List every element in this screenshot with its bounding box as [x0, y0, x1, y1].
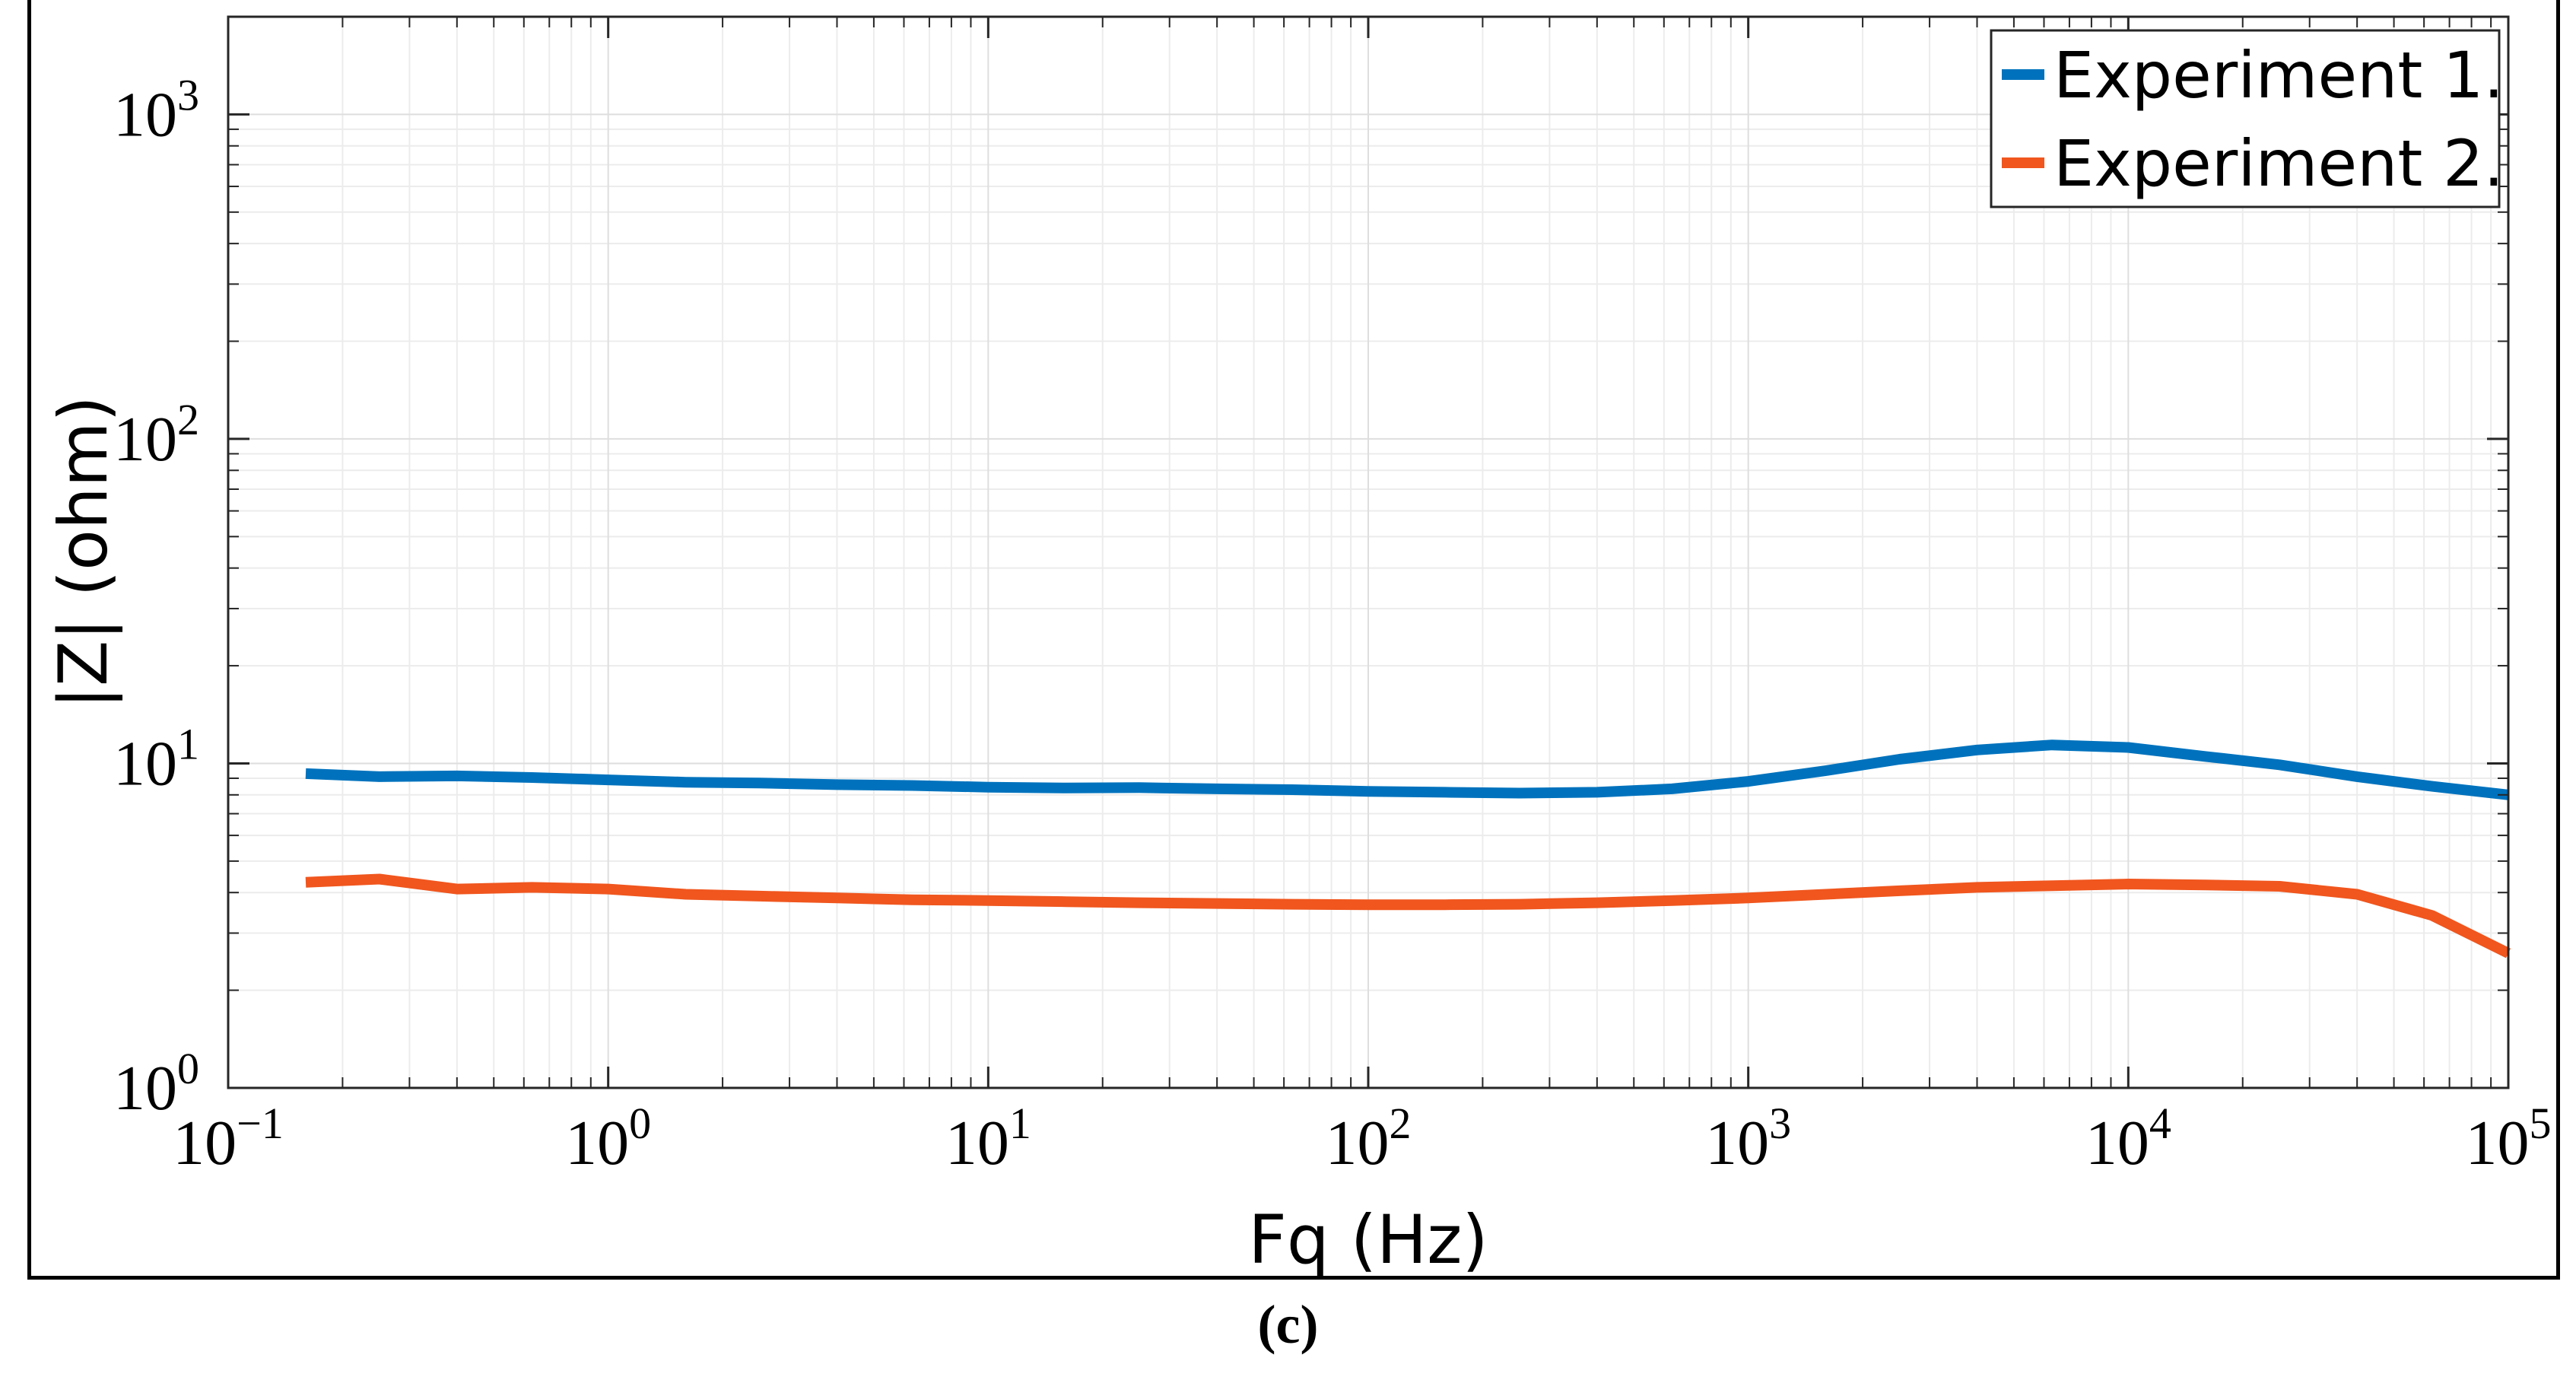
- y-tick-labels: 100 101 102 103: [113, 70, 199, 1124]
- y-tick-label: 103: [113, 70, 199, 150]
- series-line-experiment-2: [305, 873, 2511, 959]
- figure-caption: (c): [0, 1293, 2576, 1356]
- y-tick-label: 102: [113, 395, 199, 475]
- ticks-layer: [227, 16, 2510, 1089]
- x-tick-label: 10−1: [173, 1099, 284, 1178]
- x-tick-labels: 10−1 100 101 102 103 104 105: [173, 1099, 2551, 1178]
- chart-frame: [27, 0, 2560, 1280]
- x-tick-label: 103: [1705, 1099, 1791, 1178]
- x-tick-label: 100: [565, 1099, 651, 1178]
- series-layer: [305, 739, 2511, 959]
- x-tick-label: 101: [945, 1099, 1031, 1178]
- x-tick-label: 102: [1326, 1099, 1412, 1178]
- y-tick-label: 100: [113, 1044, 199, 1124]
- x-axis-label: Fq (Hz): [1248, 1201, 1488, 1279]
- x-tick-label: 104: [2085, 1099, 2171, 1178]
- caption-text: (c): [1257, 1294, 1319, 1355]
- y-tick-label: 101: [113, 719, 199, 799]
- legend-label-experiment-1: Experiment 1.: [2053, 38, 2504, 113]
- series-line-experiment-1: [305, 739, 2509, 800]
- y-axis-label: |Z| (ohm): [44, 396, 123, 709]
- legend-box: [1990, 29, 2501, 208]
- legend-label-experiment-2: Experiment 2.: [2053, 126, 2504, 201]
- x-tick-label: 105: [2466, 1099, 2552, 1178]
- legend: Experiment 1. Experiment 2.: [1990, 29, 2504, 208]
